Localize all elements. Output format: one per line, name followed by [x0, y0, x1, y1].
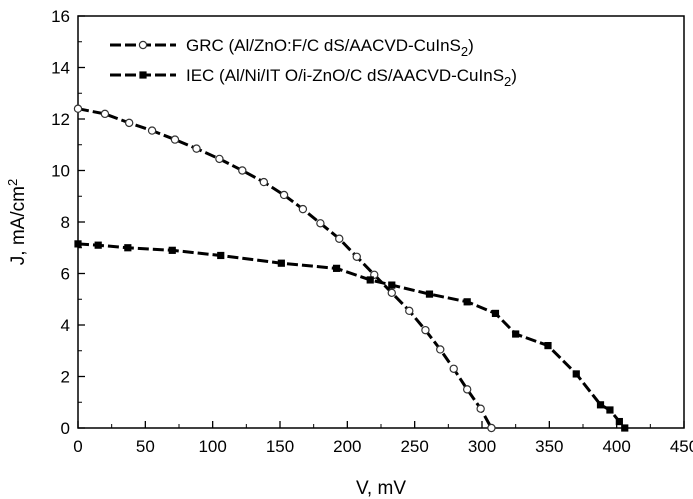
data-point: [217, 251, 225, 260]
y-tick-label: 10: [51, 162, 70, 181]
data-point: [512, 330, 520, 338]
x-axis-ticks: 0 50 100 150 200 250 300 350 400 450: [73, 421, 693, 456]
y-tick-label: 2: [61, 368, 70, 387]
y-tick-label: 12: [51, 110, 70, 129]
y-tick-label: 16: [51, 7, 70, 26]
data-point: [572, 370, 580, 378]
legend-item-grc: GRC (Al/ZnO:F/C dS/AACVD-CuInS2): [110, 36, 474, 59]
data-point: [487, 423, 496, 433]
data-point: [168, 246, 176, 254]
x-tick-label: 100: [198, 437, 226, 456]
y-tick-label: 0: [61, 419, 70, 438]
legend-label-grc: GRC (Al/ZnO:F/C dS/AACVD-CuInS2): [186, 36, 474, 59]
data-point: [449, 364, 458, 373]
x-tick-label: 0: [73, 437, 82, 456]
series-0: [73, 104, 496, 433]
legend-label-iec: IEC (Al/Ni/IT O/i-ZnO/C dS/AACVD-CuInS2): [186, 66, 517, 89]
y-tick-label: 6: [61, 265, 70, 284]
legend-item-iec: IEC (Al/Ni/IT O/i-ZnO/C dS/AACVD-CuInS2): [110, 66, 517, 89]
data-point: [277, 259, 285, 267]
data-point: [436, 345, 445, 354]
x-tick-label: 50: [136, 437, 155, 456]
series-1: [74, 240, 629, 432]
x-tick-label: 300: [468, 437, 496, 456]
data-point: [425, 290, 434, 298]
y-tick-label: 14: [51, 59, 70, 78]
data-point: [74, 240, 82, 248]
data-point: [421, 325, 430, 335]
data-point: [462, 385, 472, 394]
data-point: [615, 417, 623, 426]
data-point: [94, 241, 102, 249]
x-tick-label: 350: [535, 437, 563, 456]
data-point: [259, 177, 269, 187]
y-axis-ticks: 0 2 4 6 8 10 12 14 16: [51, 7, 85, 438]
y-axis-label-main: J, mA/cm: [8, 186, 29, 265]
data-point: [387, 288, 396, 298]
data-point: [73, 104, 83, 113]
data-point: [476, 404, 485, 413]
x-tick-label: 400: [602, 437, 630, 456]
data-point: [388, 281, 396, 289]
x-axis-label: V, mV: [356, 478, 406, 499]
y-axis-label-superscript: 2: [5, 179, 20, 186]
legend-swatch-marker: [139, 71, 147, 79]
y-tick-label: 4: [61, 316, 70, 335]
data-point: [298, 204, 308, 214]
data-point: [215, 154, 224, 164]
data-point: [279, 190, 289, 200]
x-tick-label: 200: [333, 437, 361, 456]
data-point: [335, 234, 344, 243]
legend: GRC (Al/ZnO:F/C dS/AACVD-CuInS2) IEC (Al…: [110, 36, 517, 89]
data-point: [491, 309, 500, 318]
series-line: [77, 242, 626, 429]
data-point: [124, 118, 134, 128]
data-point: [544, 342, 552, 350]
data-point: [238, 166, 247, 175]
data-point: [124, 244, 132, 252]
data-point: [170, 135, 180, 144]
data-point: [596, 401, 605, 409]
data-point: [463, 298, 471, 306]
data-point: [405, 306, 414, 316]
data-point: [192, 144, 201, 153]
data-point: [147, 126, 157, 135]
data-point: [606, 406, 614, 414]
data-point: [366, 276, 374, 284]
data-point: [352, 252, 361, 261]
x-tick-label: 450: [670, 437, 693, 456]
data-point: [316, 219, 325, 228]
data-point: [332, 264, 341, 272]
series-layer: [73, 104, 629, 433]
y-axis-label: J, mA/cm2: [5, 179, 29, 265]
y-tick-label: 8: [61, 213, 70, 232]
series-line: [77, 107, 493, 429]
x-tick-label: 150: [266, 437, 294, 456]
data-point: [621, 424, 629, 432]
data-point: [100, 109, 110, 119]
x-tick-label: 250: [400, 437, 428, 456]
legend-swatch-marker: [138, 40, 148, 50]
